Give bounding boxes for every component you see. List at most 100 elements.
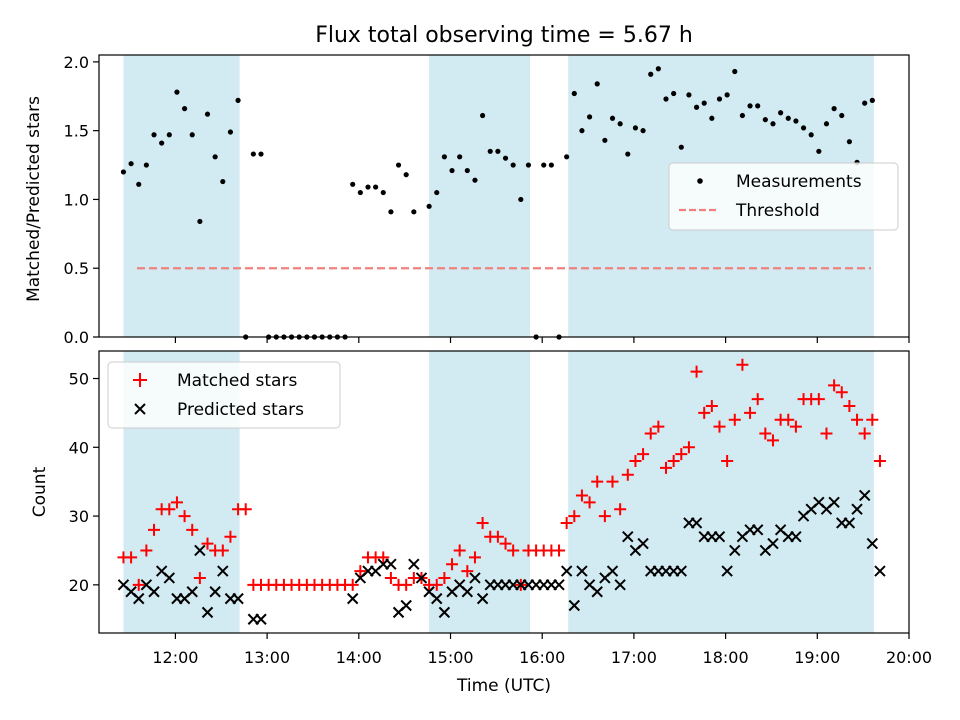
- measurement-point: [785, 115, 791, 121]
- legend-measurements-label: Measurements: [736, 172, 862, 192]
- matched-stars-point: [239, 503, 252, 516]
- matched-stars-point: [193, 571, 206, 584]
- matched-stars-point: [851, 413, 864, 426]
- measurement-point: [709, 115, 715, 121]
- measurement-point: [403, 172, 409, 178]
- matched-stars-point: [873, 455, 886, 468]
- measurement-point: [380, 189, 386, 196]
- predicted-stars-point: [346, 592, 359, 605]
- matched-stars-point: [820, 427, 833, 440]
- measurement-point: [678, 144, 684, 150]
- measurement-point: [395, 162, 402, 168]
- measurement-point: [602, 137, 608, 143]
- predicted-stars-point: [408, 558, 420, 570]
- x-tick-label: 15:00: [427, 648, 473, 667]
- predicted-stars-point: [255, 613, 267, 625]
- bottom-shaded-interval-2: [568, 351, 874, 633]
- legend-predicted-label: Predicted stars: [177, 400, 304, 420]
- measurement-point: [770, 121, 776, 127]
- predicted-stars-point: [415, 572, 428, 584]
- measurement-point: [579, 128, 585, 134]
- top-y-tick-label: 2.0: [64, 53, 89, 72]
- measurement-point: [548, 162, 554, 168]
- matched-stars-point: [751, 393, 764, 406]
- matched-stars-point: [186, 523, 199, 536]
- measurement-point: [831, 106, 837, 112]
- matched-stars-point: [468, 551, 481, 564]
- matched-stars-point: [789, 420, 802, 433]
- predicted-stars-point: [828, 496, 840, 509]
- measurement-point: [220, 178, 226, 185]
- matched-stars-point: [377, 551, 390, 564]
- predicted-stars-point: [568, 599, 581, 612]
- matched-stars-point: [728, 413, 741, 426]
- measurement-point: [732, 68, 738, 75]
- matched-stars-point: [858, 427, 871, 440]
- matched-stars-point: [560, 516, 573, 529]
- predicted-stars-point: [438, 606, 451, 619]
- measurement-point: [571, 90, 577, 97]
- matched-stars-point: [843, 400, 856, 413]
- measurement-point: [212, 154, 218, 160]
- bottom-y-axis-label: Count: [30, 466, 50, 517]
- matched-stars-point: [216, 544, 229, 557]
- predicted-stars-point: [851, 503, 863, 515]
- measurement-point: [197, 218, 203, 225]
- measurement-point: [823, 121, 830, 127]
- predicted-stars-point: [186, 586, 198, 598]
- measurement-point: [594, 81, 600, 87]
- legend-threshold-label: Threshold: [735, 201, 820, 221]
- matched-stars-point: [766, 434, 779, 447]
- measurement-point: [648, 71, 654, 77]
- measurement-point: [426, 203, 432, 209]
- predicted-stars-point: [637, 537, 649, 550]
- measurement-point: [464, 167, 470, 174]
- measurement-point: [151, 132, 157, 138]
- predicted-stars-point: [163, 572, 176, 584]
- measurement-point: [174, 89, 180, 95]
- predicted-stars-point: [576, 565, 588, 577]
- x-tick-label: 18:00: [703, 648, 749, 667]
- measurement-point: [671, 90, 677, 97]
- predicted-stars-point: [713, 530, 726, 543]
- measurement-point: [747, 103, 753, 109]
- predicted-stars-point: [385, 558, 397, 570]
- predicted-stars-point: [431, 592, 443, 605]
- matched-stars-point: [453, 544, 466, 557]
- measurement-point: [518, 196, 524, 203]
- matched-stars-point: [713, 420, 726, 433]
- predicted-stars-point: [606, 565, 619, 577]
- predicted-stars-point: [148, 586, 160, 598]
- matched-stars-point: [575, 489, 588, 502]
- predicted-stars-point: [194, 544, 206, 557]
- matched-stars-point: [148, 523, 161, 536]
- predicted-stars-point: [560, 565, 573, 577]
- matched-stars-point: [866, 413, 879, 426]
- measurement-point: [762, 117, 768, 123]
- measurement-point: [862, 100, 868, 106]
- matched-stars-point: [736, 358, 749, 371]
- legend-matched-marker: [133, 373, 147, 387]
- measurement-point: [609, 115, 616, 121]
- x-tick-label: 12:00: [152, 648, 198, 667]
- measurement-point: [480, 112, 486, 119]
- top-y-tick-label: 1.0: [64, 190, 89, 209]
- measurement-point: [586, 114, 593, 120]
- matched-stars-point: [163, 503, 176, 516]
- matched-stars-point: [438, 571, 451, 584]
- matched-stars-point: [507, 544, 520, 557]
- predicted-stars-point: [232, 592, 244, 605]
- matched-stars-point: [354, 565, 367, 578]
- top-y-axis-label: Matched/Predicted stars: [24, 96, 44, 302]
- measurement-point: [724, 92, 730, 98]
- measurement-point: [846, 139, 852, 145]
- predicted-stars-point: [858, 489, 871, 502]
- top-y-tick-label: 0.5: [64, 259, 89, 278]
- predicted-stars-point: [476, 592, 489, 605]
- matched-stars-point: [629, 455, 642, 468]
- measurement-point: [632, 125, 639, 131]
- matched-stars-point: [591, 475, 604, 488]
- matched-stars-point: [125, 551, 138, 564]
- predicted-stars-point: [209, 586, 221, 598]
